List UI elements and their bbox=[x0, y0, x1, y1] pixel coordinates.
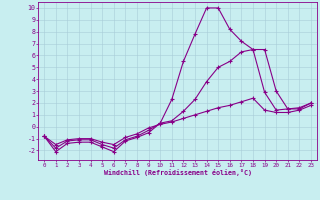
X-axis label: Windchill (Refroidissement éolien,°C): Windchill (Refroidissement éolien,°C) bbox=[104, 169, 252, 176]
